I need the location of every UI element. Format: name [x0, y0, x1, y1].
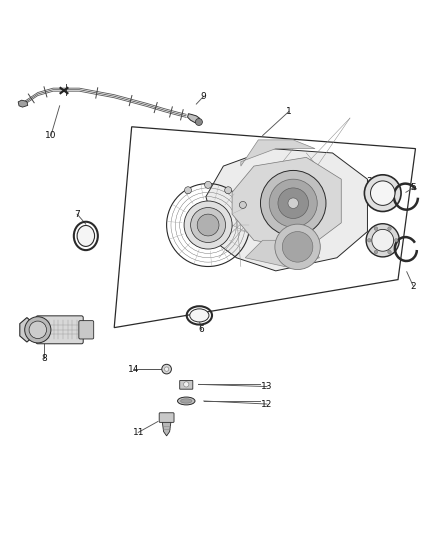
Text: 12: 12 [261, 400, 273, 408]
Circle shape [374, 251, 378, 254]
Circle shape [195, 118, 202, 125]
Text: 5: 5 [410, 183, 416, 192]
Text: 10: 10 [45, 131, 57, 140]
Text: 2: 2 [410, 281, 416, 290]
Circle shape [184, 382, 189, 387]
Circle shape [283, 231, 313, 262]
Polygon shape [162, 422, 171, 436]
Circle shape [288, 198, 298, 208]
Circle shape [184, 187, 191, 193]
Ellipse shape [180, 399, 192, 403]
Ellipse shape [190, 309, 209, 322]
FancyBboxPatch shape [180, 381, 193, 389]
Circle shape [261, 171, 326, 236]
Text: 11: 11 [132, 428, 144, 437]
Text: 8: 8 [42, 354, 47, 362]
FancyBboxPatch shape [159, 413, 174, 422]
Circle shape [366, 224, 399, 257]
Polygon shape [245, 240, 319, 266]
Circle shape [374, 227, 378, 230]
Text: 4: 4 [380, 229, 385, 238]
Circle shape [225, 187, 232, 193]
Polygon shape [20, 318, 34, 342]
Text: 1: 1 [286, 107, 292, 116]
FancyBboxPatch shape [79, 321, 94, 339]
Circle shape [269, 179, 317, 227]
Text: 14: 14 [128, 365, 140, 374]
Circle shape [29, 321, 46, 338]
Text: 13: 13 [261, 382, 273, 391]
Text: 6: 6 [199, 325, 205, 334]
Circle shape [275, 224, 320, 270]
Ellipse shape [177, 397, 195, 405]
Polygon shape [206, 149, 367, 271]
Circle shape [278, 188, 308, 219]
Circle shape [372, 229, 394, 251]
Text: 3: 3 [367, 177, 372, 186]
Polygon shape [18, 100, 28, 107]
Polygon shape [232, 157, 341, 249]
Circle shape [197, 214, 219, 236]
Text: 7: 7 [74, 209, 80, 219]
Circle shape [191, 207, 226, 243]
Ellipse shape [77, 225, 95, 246]
Text: 9: 9 [201, 92, 207, 101]
Circle shape [388, 251, 391, 254]
Circle shape [162, 364, 171, 374]
Circle shape [25, 317, 51, 343]
Circle shape [205, 181, 212, 188]
Circle shape [184, 201, 232, 249]
Circle shape [164, 367, 169, 372]
Circle shape [364, 175, 401, 212]
FancyBboxPatch shape [36, 316, 83, 344]
Circle shape [388, 227, 391, 230]
Polygon shape [187, 114, 201, 124]
Circle shape [395, 239, 398, 242]
Circle shape [240, 201, 246, 208]
Circle shape [371, 181, 395, 205]
Polygon shape [241, 140, 315, 166]
Circle shape [367, 239, 371, 242]
